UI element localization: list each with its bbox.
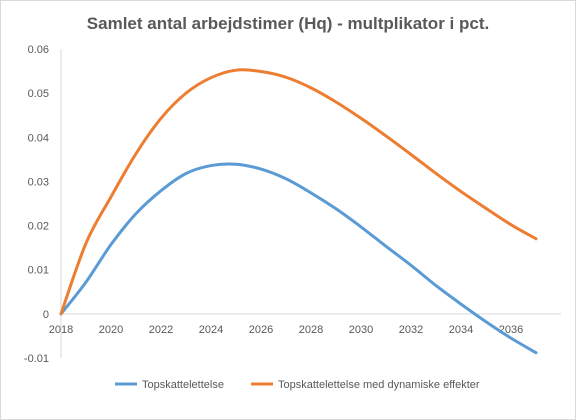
y-tick-labels: -0.01 0 0.01 0.02 0.03 0.04 0.05 0.06 — [24, 44, 49, 365]
legend: Topskattelettelse Topskattelettelse med d… — [115, 379, 480, 391]
legend-label-1: Topskattelettelse — [142, 379, 224, 391]
x-tick-label: 2034 — [449, 324, 473, 336]
x-tick-label: 2022 — [149, 324, 173, 336]
x-tick-label: 2018 — [49, 324, 73, 336]
x-tick-label: 2032 — [399, 324, 423, 336]
series-line-1 — [59, 162, 538, 355]
x-tick-label: 2026 — [249, 324, 273, 336]
series-lines — [59, 68, 538, 355]
y-tick-label: 0.02 — [28, 221, 49, 233]
y-tick-label: 0.01 — [28, 265, 49, 277]
y-tick-label: 0.04 — [28, 132, 49, 144]
y-tick-label: 0 — [43, 309, 49, 321]
x-tick-label: 2024 — [199, 324, 223, 336]
chart-title: Samlet antal arbejdstimer (Hq) - multpli… — [87, 14, 489, 33]
x-tick-label: 2020 — [99, 324, 123, 336]
y-tick-label: 0.05 — [28, 88, 49, 100]
y-tick-label: 0.06 — [28, 44, 49, 56]
x-tick-label: 2028 — [299, 324, 323, 336]
series-line-2 — [59, 68, 538, 316]
legend-label-2: Topskattelettelse med dynamiske effekter — [278, 379, 480, 391]
y-tick-label: -0.01 — [24, 353, 49, 365]
x-tick-label: 2030 — [349, 324, 373, 336]
x-tick-labels: 2018 2020 2022 2024 2026 2028 2030 2032 2034 2036 — [49, 324, 523, 336]
y-tick-label: 0.03 — [28, 176, 49, 188]
